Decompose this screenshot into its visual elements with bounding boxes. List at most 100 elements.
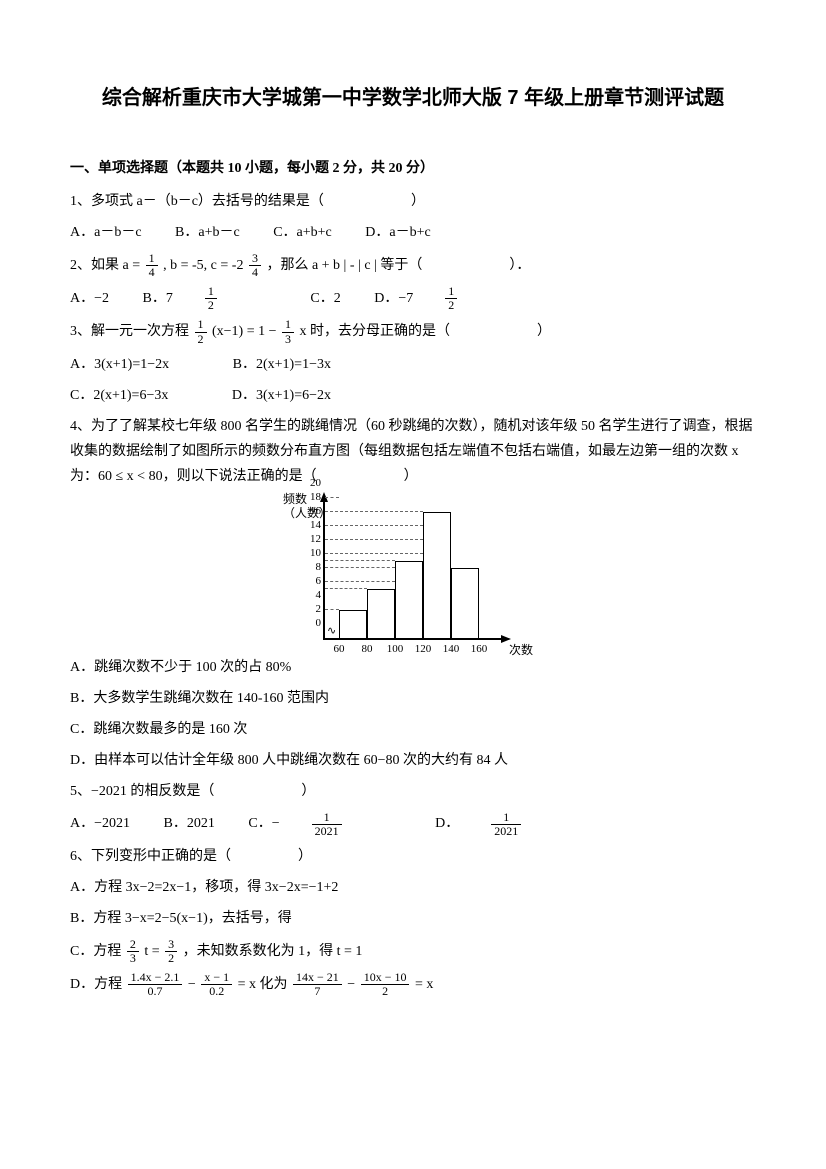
q2-D-pre: D．−7: [374, 286, 413, 311]
q1-D: D．a－b+c: [365, 220, 430, 245]
q4-line1: 4、为了了解某校七年级 800 名学生的跳绳情况（60 秒跳绳的次数），随机对该…: [70, 414, 756, 439]
histogram-chart: 频数（人数）02468101214161820∿6080100120140160…: [323, 500, 503, 640]
q5-C: C．− 12021: [248, 811, 401, 838]
q6-D-post: = x: [415, 977, 433, 992]
frac: x − 10.2: [201, 971, 232, 998]
q6-C-mid: t =: [144, 943, 163, 958]
frac: 13: [282, 318, 294, 345]
frac-num: 1: [491, 811, 521, 825]
q5-B: B．2021: [164, 811, 215, 836]
question-4: 4、为了了解某校七年级 800 名学生的跳绳情况（60 秒跳绳的次数），随机对该…: [70, 414, 756, 490]
q4-line3-end: ）: [404, 469, 418, 484]
q6-D-mid1: −: [188, 977, 199, 992]
q6-C: C．方程 23 t = 32 ，未知数系数化为 1，得 t = 1: [70, 938, 756, 965]
q5-D: D．12021: [435, 811, 581, 838]
q2-options: A．−2 B．712 C．2 D．−712: [70, 285, 756, 312]
q2-stem-post: ，那么 a + b | - | c | 等于（: [266, 257, 422, 272]
frac-num: x − 1: [201, 971, 232, 985]
frac-num: 14x − 21: [293, 971, 342, 985]
frac: 34: [249, 252, 261, 279]
q6-A: A．方程 3x−2=2x−1，移项，得 3x−2x=−1+2: [70, 875, 756, 900]
q3-stem-end: ）: [537, 324, 551, 339]
question-6: 6、下列变形中正确的是（ ）: [70, 844, 756, 869]
frac-num: 3: [249, 252, 261, 266]
q6-C-post: ，未知数系数化为 1，得 t = 1: [183, 943, 363, 958]
q3-D: D．3(x+1)=6−2x: [232, 383, 331, 408]
question-1: 1、多项式 a－（b－c）去括号的结果是（ ）: [70, 189, 756, 214]
frac: 32: [165, 938, 177, 965]
frac: 12021: [491, 811, 551, 838]
q3-C: C．2(x+1)=6−3x: [70, 383, 168, 408]
q4-C: C．跳绳次数最多的是 160 次: [70, 717, 756, 742]
question-5: 5、−2021 的相反数是（ ）: [70, 779, 756, 804]
q2-B: B．7 12: [143, 285, 277, 312]
q6-D: D．方程 1.4x − 2.10.7 − x − 10.2 = x 化为 14x…: [70, 971, 756, 998]
q1-C: C．a+b+c: [273, 220, 332, 245]
q2-B-pre: B．7: [143, 286, 173, 311]
q3-mid2: x 时，去分母正确的是（: [300, 324, 451, 339]
frac-den: 0.2: [201, 985, 232, 998]
q4-B: B．大多数学生跳绳次数在 140-160 范围内: [70, 686, 756, 711]
q2-mid1: , b = -5, c = -2: [163, 257, 243, 272]
frac-den: 2021: [312, 825, 342, 838]
q1-A: A．a－b－c: [70, 220, 142, 245]
q4-line3-pre: 为：60 ≤ x < 80，则以下说法正确的是（: [70, 469, 317, 484]
q1-stem-end: ）: [411, 194, 425, 209]
q3-options-1: A．3(x+1)=1−2x B．2(x+1)=1−3x: [70, 352, 756, 377]
frac-den: 2: [445, 299, 457, 312]
q6-D-pre: D．方程: [70, 977, 126, 992]
q1-B: B．a+b－c: [175, 220, 240, 245]
q3-A: A．3(x+1)=1−2x: [70, 352, 169, 377]
frac-num: 1: [195, 318, 207, 332]
frac: 12: [195, 318, 207, 345]
frac-num: 1: [146, 252, 158, 266]
section-header: 一、单项选择题（本题共 10 小题，每小题 2 分，共 20 分）: [70, 156, 756, 181]
q2-D: D．−7 12: [374, 285, 517, 312]
q6-stem: 6、下列变形中正确的是（: [70, 849, 231, 864]
frac-num: 1.4x − 2.1: [128, 971, 183, 985]
frac-den: 2: [195, 333, 207, 346]
q3-mid1: (x−1) = 1 −: [212, 324, 280, 339]
q4-D: D．由样本可以估计全年级 800 人中跳绳次数在 60−80 次的大约有 84 …: [70, 748, 756, 773]
q2-stem-pre: 2、如果 a =: [70, 257, 144, 272]
q6-D-mid3: −: [347, 977, 358, 992]
frac: 12: [205, 285, 247, 312]
q3-B: B．2(x+1)=1−3x: [233, 352, 331, 377]
q5-stem-end: ）: [301, 784, 315, 799]
question-2: 2、如果 a = 14 , b = -5, c = -2 34 ，那么 a + …: [70, 252, 756, 279]
frac-den: 3: [127, 952, 139, 965]
q6-stem-end: ）: [298, 849, 312, 864]
frac: 12021: [312, 811, 372, 838]
frac-den: 0.7: [128, 985, 183, 998]
frac: 10x − 102: [361, 971, 410, 998]
q2-C: C．2: [310, 286, 340, 311]
frac-den: 7: [293, 985, 342, 998]
q1-options: A．a－b－c B．a+b－c C．a+b+c D．a－b+c: [70, 220, 756, 245]
frac: 23: [127, 938, 139, 965]
q1-stem: 1、多项式 a－（b－c）去括号的结果是（: [70, 194, 324, 209]
q5-A: A．−2021: [70, 811, 130, 836]
q6-B: B．方程 3−x=2−5(x−1)，去括号，得: [70, 906, 756, 931]
frac: 14: [146, 252, 158, 279]
q3-options-2: C．2(x+1)=6−3x D．3(x+1)=6−2x: [70, 383, 756, 408]
frac: 14x − 217: [293, 971, 342, 998]
frac-num: 1: [445, 285, 457, 299]
q3-stem-pre: 3、解一元一次方程: [70, 324, 193, 339]
page-title: 综合解析重庆市大学城第一中学数学北师大版 7 年级上册章节测评试题: [70, 80, 756, 116]
frac-num: 1: [312, 811, 342, 825]
q6-C-pre: C．方程: [70, 943, 125, 958]
frac-den: 2: [205, 299, 217, 312]
q5-stem: 5、−2021 的相反数是（: [70, 784, 214, 799]
frac-den: 2: [361, 985, 410, 998]
q4-line2: 收集的数据绘制了如图所示的频数分布直方图（每组数据包括左端值不包括右端值，如最左…: [70, 439, 756, 464]
q5-options: A．−2021 B．2021 C．−12021 D．12021: [70, 811, 756, 838]
frac-den: 4: [146, 266, 158, 279]
q5-C-pre: C．−: [248, 811, 279, 836]
frac-den: 2: [165, 952, 177, 965]
frac-num: 2: [127, 938, 139, 952]
frac-num: 10x − 10: [361, 971, 410, 985]
frac-den: 3: [282, 333, 294, 346]
frac-num: 1: [205, 285, 217, 299]
frac: 12: [445, 285, 487, 312]
histogram-wrap: 频数（人数）02468101214161820∿6080100120140160…: [70, 500, 756, 640]
